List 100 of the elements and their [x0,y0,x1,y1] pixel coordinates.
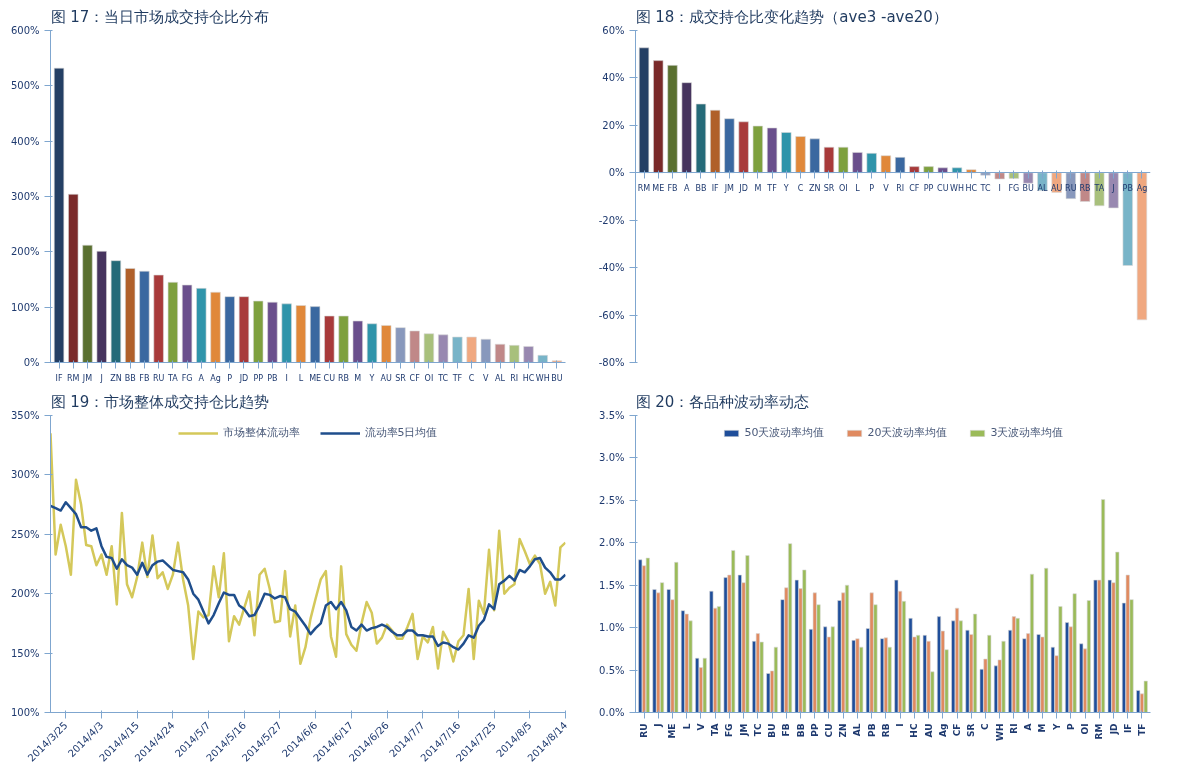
x-tick-label: I [998,183,1001,193]
x-tick-label: BU [1022,183,1034,193]
x-tick-label: PB [267,373,278,383]
x-tick-label: BU [767,723,778,738]
chart-title: 图 18：成交持仓比变化趋势（ave3 -ave20） [635,7,948,26]
x-tick-label: WH [535,373,550,383]
x-tick-label: FG [1008,183,1020,193]
chart-title: 图 20：各品种波动率动态 [635,392,810,411]
x-tick-label: TC [752,723,763,737]
x-tick-label: OI [838,183,848,193]
legend-label: 20天波动率均值 [867,425,948,440]
x-tick-label: IF [1122,723,1133,733]
x-tick-label: RB [338,373,350,383]
x-tick-label: TA [166,373,179,383]
x-tick-label: Ag [937,723,948,737]
x-tick-label: I [895,723,906,727]
x-tick-label: CF [952,723,963,737]
y-tick-label: 40% [602,72,625,84]
x-tick-label: PB [866,723,877,737]
x-tick-label: BB [124,373,136,383]
x-tick-label: AU [1050,183,1063,193]
x-tick-label: TC [437,373,449,383]
y-tick-label: 150% [10,647,40,659]
x-tick-label: M [1037,723,1048,733]
x-tick-label: AL [495,373,506,383]
x-tick-label: V [483,373,490,383]
x-tick-label: WH [994,723,1005,741]
y-tick-label: 2.5% [599,494,625,506]
x-tick-label: HC [522,373,535,383]
y-tick-label: 0% [23,357,40,368]
x-tick-label: BB [695,183,707,193]
x-tick-label: ME [667,723,678,739]
x-tick-label: TA [710,723,721,736]
legend-label: 流动率5日均值 [364,425,438,440]
y-tick-label: 0% [608,167,625,179]
x-tick-label: RU [152,373,165,383]
x-tick-label: WH [950,183,964,193]
x-tick-label: M [354,373,362,383]
y-tick-label: -80% [598,357,625,368]
x-tick-label: PP [253,373,264,383]
x-tick-label: HC [909,723,920,738]
y-tick-label: -40% [598,262,625,274]
legend-label: 市场整体流动率 [222,425,300,440]
x-tick-label: C [980,723,991,731]
y-tick-label: 3.0% [599,452,625,464]
x-tick-label: AL [852,723,863,737]
x-tick-label: PP [923,183,934,193]
y-tick-label: 0.5% [599,664,625,676]
x-tick-label: BU [551,373,563,383]
x-tick-label: C [468,373,475,383]
x-tick-label: V [883,183,890,193]
x-tick-label: AU [380,373,393,383]
x-tick-label: A [683,183,690,193]
x-tick-label: A [1023,723,1034,731]
y-tick-label: 600% [10,25,40,36]
x-tick-label: SR [966,723,977,737]
x-tick-label: P [869,183,875,193]
x-tick-label: I [285,373,288,383]
x-tick-label: TF [451,373,463,383]
x-tick-label: L [855,183,861,193]
x-tick-label: SR [395,373,407,383]
y-tick-label: 300% [10,469,40,481]
x-tick-label: Y [368,373,375,383]
y-tick-label: 3.5% [599,410,625,421]
x-tick-label: BB [795,723,806,738]
x-tick-label: IF [55,373,63,383]
x-tick-label: PP [809,723,820,737]
x-tick-label: ME [652,183,665,193]
x-tick-label: RI [896,183,905,193]
x-tick-label: JD [738,183,748,193]
x-tick-label: OI [1080,723,1091,735]
x-tick-label: OI [424,373,434,383]
y-tick-label: 1.5% [599,579,625,591]
legend-label: 3天波动率均值 [990,425,1064,440]
x-tick-label: J [99,373,103,383]
chart-title: 图 17：当日市场成交持仓比分布 [50,7,270,26]
x-tick-label: ME [309,373,322,383]
legend-label: 50天波动率均值 [744,425,825,440]
x-tick-label: RM [1094,723,1105,740]
x-tick-label: HC [965,183,978,193]
x-tick-label: L [681,723,692,730]
x-tick-label: JM [738,723,749,737]
x-tick-label: V [695,723,706,731]
x-tick-label: CU [823,723,834,738]
x-tick-label: P [1065,723,1076,731]
x-tick-label: A [198,373,205,383]
x-tick-label: JD [238,373,249,383]
x-tick-label: FG [181,373,193,383]
x-tick-label: Y [1051,723,1062,732]
y-tick-label: 100% [10,301,40,313]
y-tick-label: 1.0% [599,622,625,634]
x-tick-label: JM [723,183,735,193]
x-tick-label: FB [781,723,792,737]
x-tick-label: RU [639,723,650,738]
x-tick-label: L [298,373,304,383]
y-tick-label: 200% [10,588,40,600]
x-tick-label: CF [909,183,920,193]
y-tick-label: -60% [598,309,625,321]
x-tick-label: RM [67,373,80,383]
y-tick-label: 0.0% [599,707,625,718]
